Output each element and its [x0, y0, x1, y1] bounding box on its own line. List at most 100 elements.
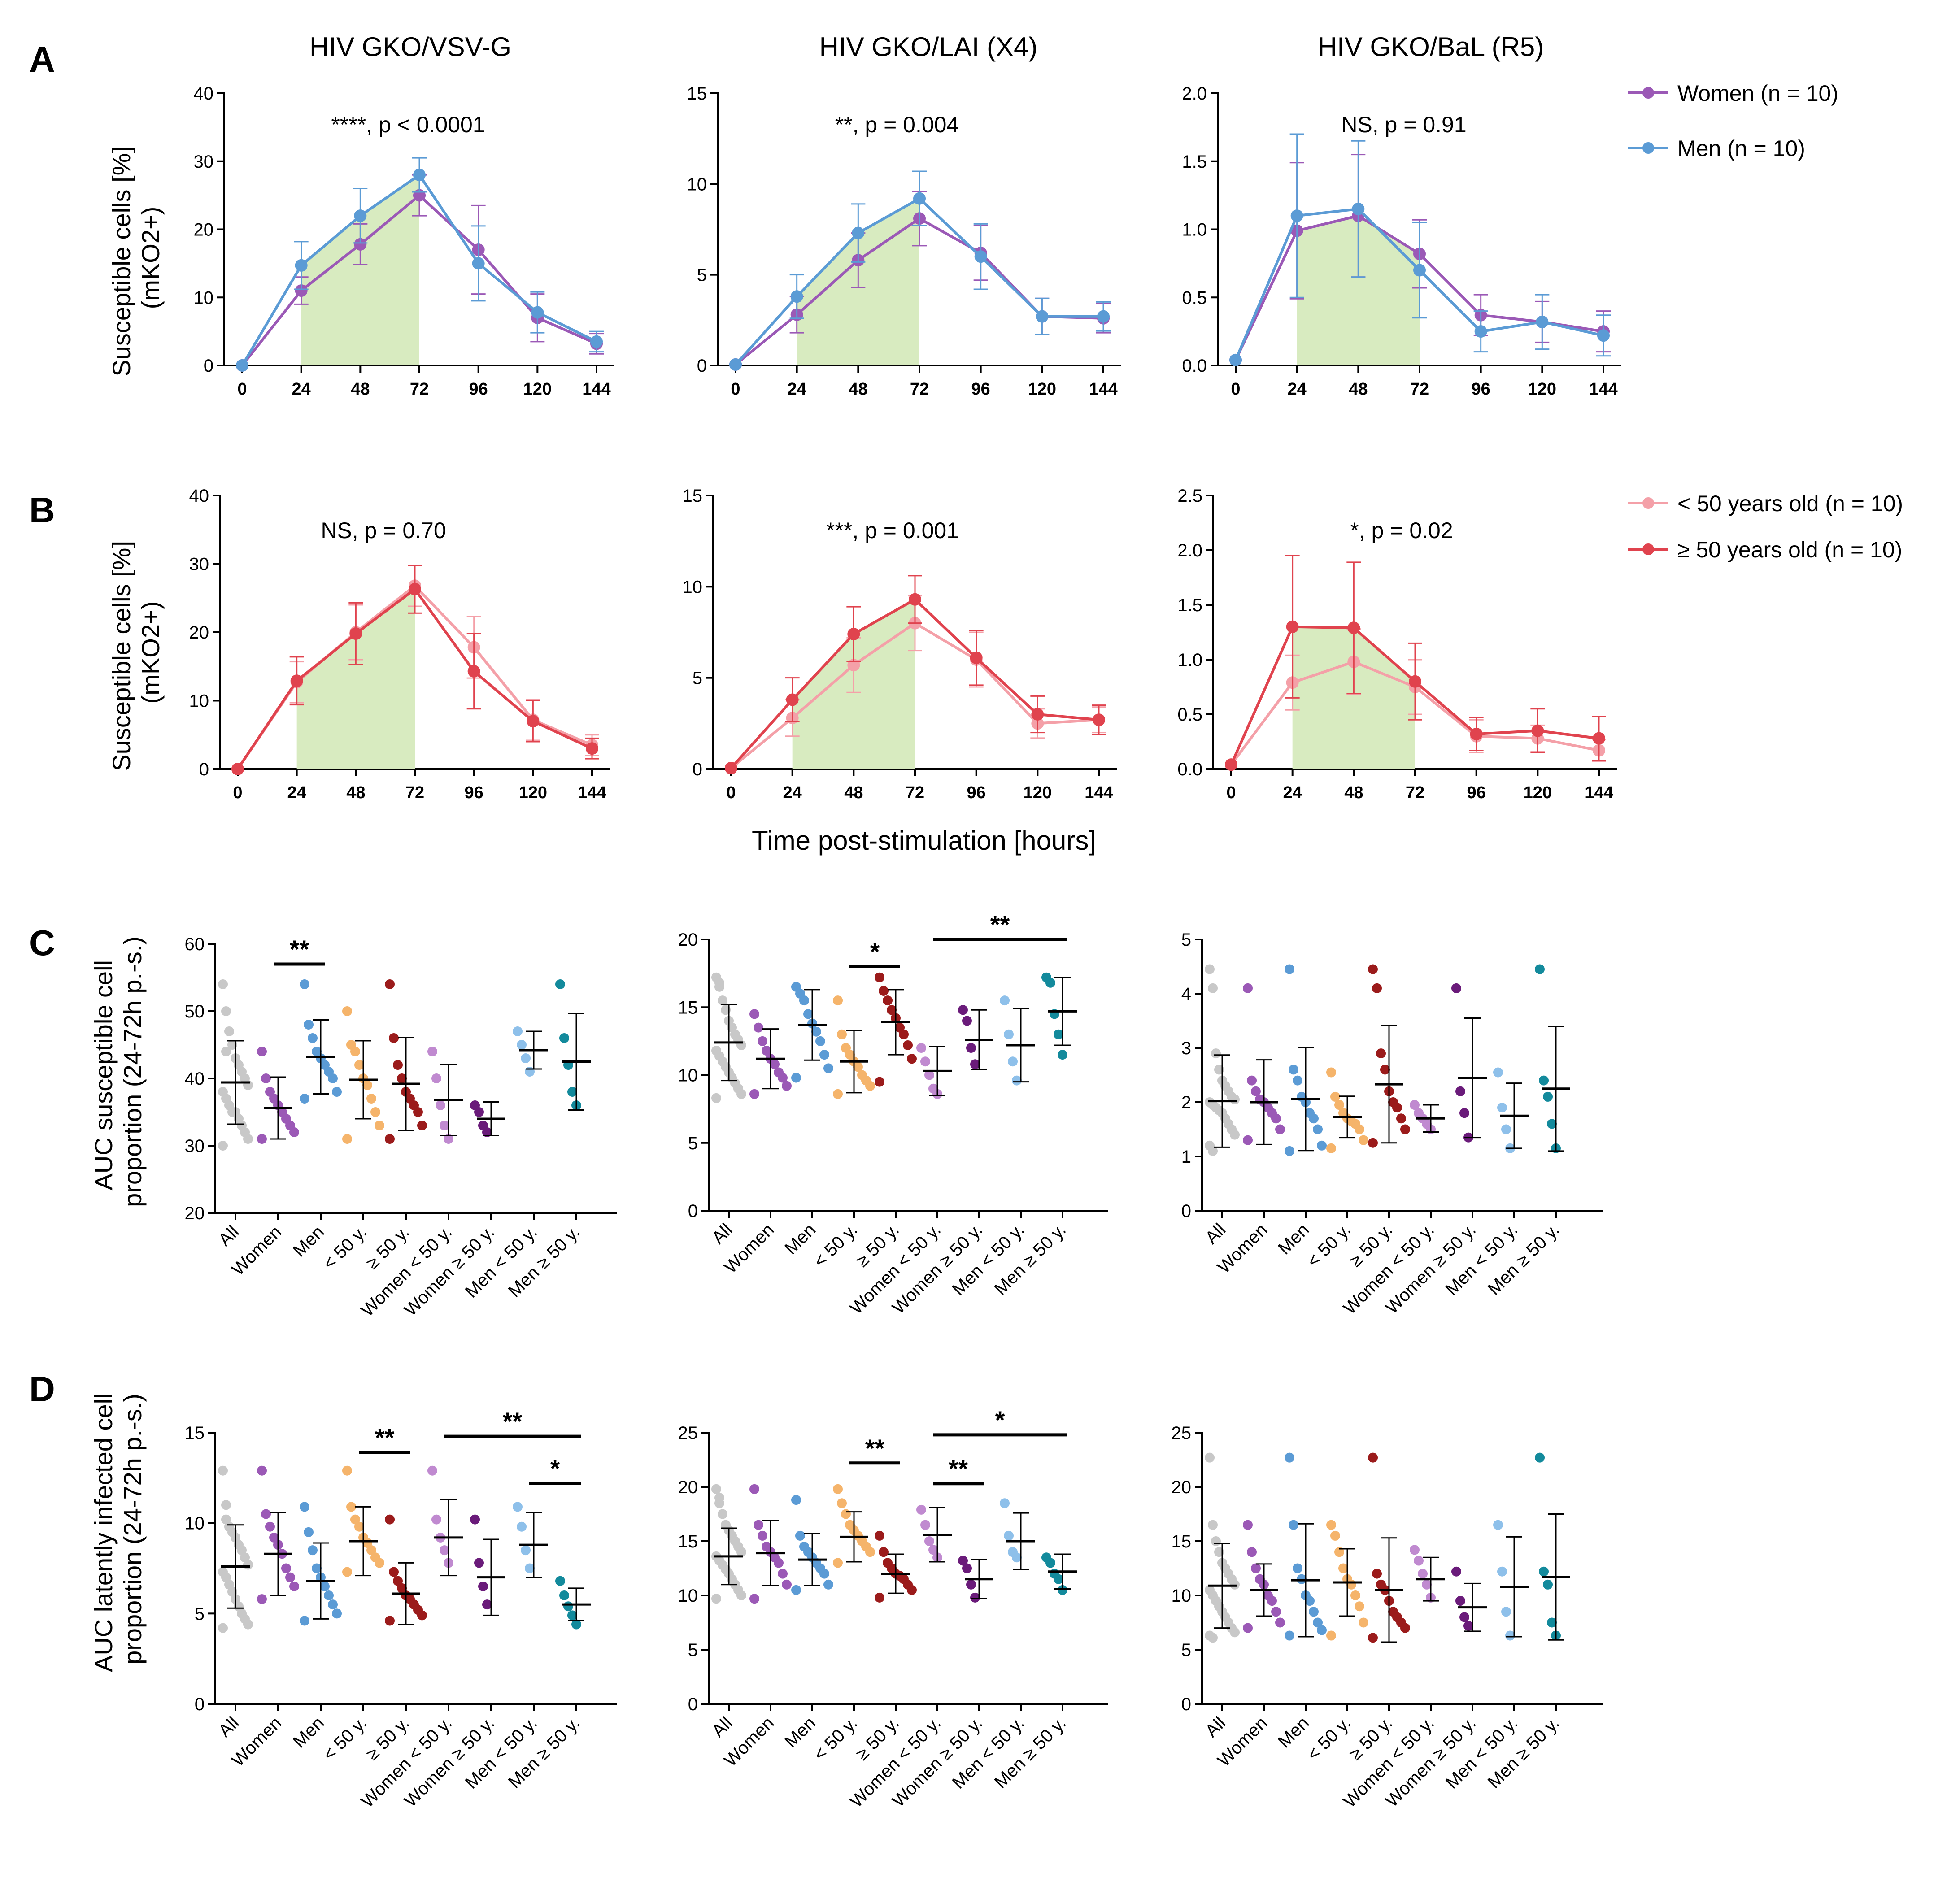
- data-point: [555, 979, 565, 989]
- data-point: [1400, 1623, 1410, 1633]
- group-8: [555, 1576, 591, 1630]
- group-8: [1041, 1552, 1077, 1595]
- x-tick-label: 48: [844, 783, 863, 802]
- x-category-label: All: [708, 1713, 736, 1741]
- x-tick-label: 24: [1288, 380, 1307, 399]
- data-point: [567, 1610, 577, 1621]
- data-point: [1251, 1086, 1261, 1096]
- data-point: [837, 1498, 847, 1508]
- x-tick-label: 24: [1283, 783, 1302, 802]
- data-point: [1058, 1585, 1067, 1595]
- data-point: [879, 986, 889, 996]
- data-point: [300, 1616, 309, 1626]
- auc-shade: [301, 175, 419, 365]
- group-3: [833, 1484, 875, 1568]
- group-6: [470, 1514, 505, 1616]
- significance-annotation: *, p = 0.02: [1350, 518, 1453, 543]
- y-tick-label: 5: [195, 1604, 205, 1624]
- x-tick-label: 144: [578, 783, 606, 802]
- data-point: [791, 1073, 801, 1083]
- data-point: [1539, 1566, 1549, 1577]
- data-point: [521, 1545, 531, 1556]
- data-point: [221, 1006, 231, 1016]
- data-point: [754, 1022, 763, 1033]
- group-7: [1000, 1498, 1035, 1570]
- y-tick-label: 0: [204, 356, 213, 376]
- data-point: [1243, 1623, 1253, 1633]
- group-1: [257, 1047, 299, 1144]
- column-title-lai: HIV GKO/LAI (X4): [819, 32, 1038, 62]
- significance-annotation: ****, p < 0.0001: [331, 112, 485, 137]
- data-point: [413, 1107, 423, 1117]
- y-tick-label: 0: [1181, 1695, 1191, 1714]
- data-point: [1338, 1563, 1348, 1573]
- data-point: [883, 995, 893, 1006]
- data-point: [290, 674, 303, 687]
- legend-a-women-marker: [1642, 87, 1654, 99]
- series-second: [231, 565, 599, 775]
- significance-annotation: NS, p = 0.70: [321, 518, 446, 543]
- x-tick-label: 96: [967, 783, 986, 802]
- x-category-label: < 50 y.: [810, 1220, 862, 1271]
- group-1: [1243, 1520, 1285, 1633]
- data-point: [1243, 1135, 1253, 1145]
- data-point: [774, 1558, 784, 1568]
- data-point: [1451, 983, 1461, 993]
- data-point: [431, 1073, 441, 1083]
- legend-a-men-marker: [1642, 142, 1654, 154]
- significance-stars: *: [870, 938, 880, 966]
- data-point: [1347, 621, 1360, 634]
- data-point: [823, 1579, 833, 1590]
- data-point: [799, 995, 809, 1006]
- data-point: [833, 1089, 843, 1099]
- y-tick-label: 5: [688, 1134, 698, 1153]
- group-2: [300, 1502, 342, 1626]
- data-point: [1271, 1113, 1281, 1124]
- data-point: [1036, 310, 1049, 323]
- x-tick-label: 72: [906, 783, 924, 802]
- data-point: [1330, 1091, 1340, 1102]
- data-point: [786, 693, 799, 706]
- legend-a: Women (n = 10) Men (n = 10): [1628, 81, 1838, 161]
- data-point: [714, 978, 724, 988]
- group-6: [958, 1556, 993, 1603]
- data-point: [385, 979, 395, 989]
- x-category-label: < 50 y.: [1303, 1713, 1355, 1764]
- data-point: [332, 1087, 342, 1097]
- data-point: [875, 1077, 884, 1087]
- data-point: [1593, 732, 1605, 745]
- data-point: [1326, 1143, 1336, 1153]
- data-point: [243, 1619, 253, 1630]
- data-point: [1243, 1520, 1253, 1530]
- data-point: [847, 628, 860, 641]
- data-point: [389, 1567, 399, 1577]
- data-point: [417, 1610, 427, 1621]
- group-2: [791, 1495, 833, 1595]
- data-point: [440, 1545, 449, 1556]
- x-tick-label: 120: [1528, 380, 1556, 399]
- x-tick-label: 0: [233, 783, 242, 802]
- data-point: [366, 1545, 376, 1556]
- data-point: [916, 1043, 926, 1053]
- data-point: [920, 1056, 930, 1067]
- y-tick-label: 40: [185, 1069, 205, 1089]
- data-point: [389, 1033, 399, 1043]
- data-point: [711, 1594, 721, 1604]
- data-point: [1380, 1065, 1390, 1075]
- data-point: [778, 1569, 788, 1579]
- data-point: [1410, 1545, 1420, 1555]
- x-category-label: < 50 y.: [319, 1713, 371, 1764]
- data-point: [342, 1134, 352, 1144]
- group-5: [916, 1043, 952, 1099]
- y-label-c-line2: proportion (24-72h p.-s.): [118, 936, 147, 1207]
- data-point: [1355, 1124, 1364, 1134]
- y-tick-label: 20: [189, 623, 209, 643]
- x-tick-label: 120: [523, 380, 552, 399]
- data-point: [1372, 983, 1382, 993]
- group-5: [916, 1504, 952, 1563]
- panel-letter-c: C: [29, 923, 55, 963]
- data-point: [1493, 1067, 1503, 1078]
- data-point: [791, 1495, 801, 1505]
- x-category-label: < 50 y.: [319, 1222, 371, 1273]
